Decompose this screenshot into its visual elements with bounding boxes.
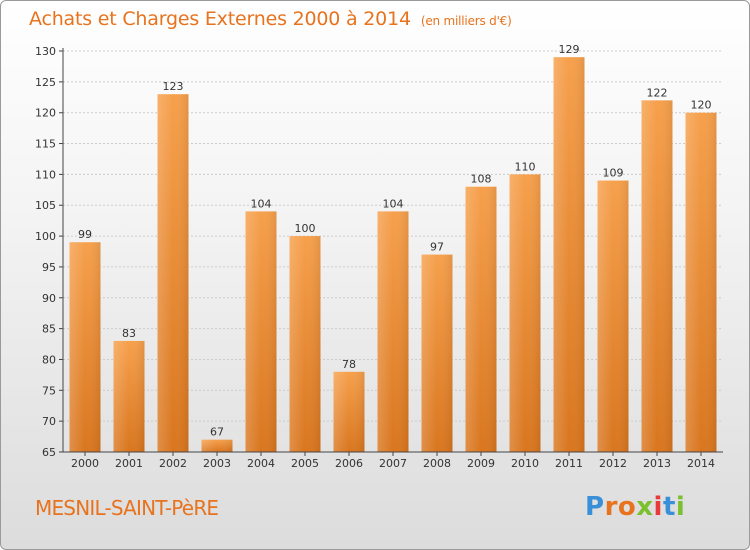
value-label: 108	[471, 173, 492, 186]
value-label: 100	[295, 222, 316, 235]
value-label: 109	[603, 167, 624, 180]
value-label: 83	[122, 327, 136, 340]
x-tick-label: 2014	[687, 457, 715, 470]
y-tick-label: 85	[42, 323, 56, 336]
bar-shading	[553, 57, 585, 453]
y-tick-label: 105	[35, 199, 56, 212]
bar-shading	[641, 100, 673, 452]
value-label: 78	[342, 358, 356, 371]
value-label: 129	[559, 43, 580, 56]
y-tick-label: 75	[42, 384, 56, 397]
bar-shading	[465, 186, 497, 452]
proxiti-logo: Proxiti	[585, 492, 685, 522]
x-tick-label: 2009	[467, 457, 495, 470]
value-label: 97	[430, 241, 444, 254]
logo-letter: P	[585, 492, 605, 522]
x-tick-label: 2004	[247, 457, 275, 470]
y-tick-label: 65	[42, 446, 56, 459]
commune-name: MESNIL-SAINT-PèRE	[35, 496, 219, 520]
value-label: 104	[251, 197, 272, 210]
y-tick-label: 100	[35, 230, 56, 243]
x-tick-label: 2000	[71, 457, 99, 470]
bar-shading	[157, 94, 189, 452]
logo-letter: r	[604, 492, 618, 522]
logo-letter: t	[662, 492, 676, 522]
x-tick-label: 2012	[599, 457, 627, 470]
y-tick-label: 110	[35, 168, 56, 181]
axes: 65 70 75 80 85 90 95 100 105 110 115 120 125 130 2000 2…	[35, 45, 723, 470]
value-label: 99	[78, 228, 92, 241]
value-label: 120	[691, 99, 712, 112]
bar-shading	[333, 371, 365, 452]
value-labels: 99 83 123 67 104 100 78 104 97 108 110 129 109 122 120	[78, 43, 712, 438]
logo-letter: o	[617, 492, 637, 522]
x-tick-label: 2008	[423, 457, 451, 470]
logo-letter: i	[653, 492, 663, 522]
y-tick-label: 125	[35, 76, 56, 89]
bar-shading	[685, 112, 717, 452]
bar-shading	[289, 236, 321, 452]
x-tick-label: 2013	[643, 457, 671, 470]
chart-subtitle: (en milliers d'€)	[420, 14, 512, 28]
y-tick-label: 70	[42, 415, 56, 428]
bar-shading	[421, 254, 453, 452]
value-label: 67	[210, 426, 224, 439]
bar-shading	[245, 211, 277, 452]
bar-shading	[201, 439, 233, 452]
value-label: 104	[383, 197, 404, 210]
bars	[69, 57, 717, 453]
x-tick-label: 2010	[511, 457, 539, 470]
chart-title: Achats et Charges Externes 2000 à 2014 (e…	[29, 8, 512, 30]
value-label: 110	[515, 160, 536, 173]
bar-shading	[597, 180, 629, 453]
logo-letter: x	[636, 492, 654, 522]
y-tick-label: 90	[42, 292, 56, 305]
y-tick-label: 120	[35, 107, 56, 120]
x-tick-label: 2003	[203, 457, 231, 470]
logo-letter: i	[675, 492, 686, 522]
x-tick-label: 2006	[335, 457, 363, 470]
value-label: 122	[647, 86, 668, 99]
y-tick-label: 115	[35, 138, 56, 151]
x-tick-label: 2007	[379, 457, 407, 470]
x-tick-label: 2001	[115, 457, 143, 470]
title-text: Achats et Charges Externes 2000 à 2014	[29, 8, 411, 30]
bar-shading	[113, 340, 145, 452]
y-tick-label: 130	[35, 45, 56, 58]
bar-shading	[509, 174, 541, 452]
value-label: 123	[163, 80, 184, 93]
x-tick-label: 2005	[291, 457, 319, 470]
x-tick-label: 2002	[159, 457, 187, 470]
y-tick-label: 80	[42, 353, 56, 366]
x-tick-label: 2011	[555, 457, 583, 470]
bar-shading	[69, 242, 101, 452]
y-tick-label: 95	[42, 261, 56, 274]
bar-shading	[377, 211, 409, 452]
